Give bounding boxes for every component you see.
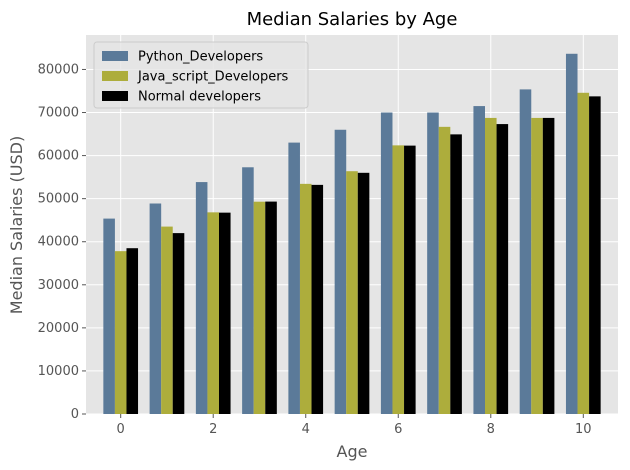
bar bbox=[242, 167, 254, 414]
bar bbox=[311, 184, 324, 414]
bar bbox=[149, 203, 162, 414]
bar bbox=[392, 145, 405, 414]
y-tick-label: 70000 bbox=[38, 106, 79, 121]
y-tick-label: 20000 bbox=[38, 321, 79, 336]
bar bbox=[427, 112, 439, 414]
bar bbox=[589, 96, 601, 414]
legend-swatch bbox=[102, 51, 128, 61]
y-axis-label: Median Salaries (USD) bbox=[7, 136, 26, 314]
bar bbox=[346, 171, 358, 414]
bar bbox=[219, 212, 231, 414]
x-tick-label: 6 bbox=[394, 422, 402, 437]
bar bbox=[103, 218, 115, 414]
bar bbox=[172, 233, 185, 414]
bar bbox=[253, 201, 266, 414]
y-tick-label: 0 bbox=[71, 407, 79, 422]
legend: Python_Developers Java_script_Developers N… bbox=[93, 41, 309, 109]
bar bbox=[288, 142, 300, 414]
legend-swatch bbox=[102, 71, 128, 81]
x-tick-label: 8 bbox=[487, 422, 495, 437]
bar bbox=[126, 248, 139, 414]
x-axis-label: Age bbox=[337, 442, 368, 461]
legend-entry: Normal developers bbox=[138, 90, 261, 105]
bar bbox=[542, 117, 555, 415]
y-axis-ticks: 0 10000 20000 30000 40000 50000 60000 70000 8000… bbox=[38, 62, 86, 422]
bar bbox=[161, 226, 173, 414]
bar bbox=[207, 212, 219, 414]
bar bbox=[450, 134, 462, 414]
bar bbox=[357, 172, 370, 414]
legend-box bbox=[93, 41, 309, 109]
bar bbox=[114, 251, 127, 414]
bar bbox=[565, 53, 578, 414]
bar bbox=[485, 117, 497, 414]
x-tick-label: 10 bbox=[575, 422, 592, 437]
chart-title: Median Salaries by Age bbox=[247, 9, 458, 30]
x-tick-label: 4 bbox=[302, 422, 310, 437]
bar bbox=[265, 201, 277, 414]
legend-swatch bbox=[102, 91, 128, 101]
legend-entry: Java_script_Developers bbox=[137, 70, 289, 85]
bar bbox=[438, 126, 451, 415]
y-tick-label: 60000 bbox=[38, 149, 79, 164]
y-tick-label: 10000 bbox=[38, 364, 79, 379]
y-tick-label: 50000 bbox=[38, 192, 79, 207]
bar bbox=[577, 92, 590, 414]
bar bbox=[299, 183, 312, 414]
bars bbox=[103, 53, 601, 415]
bar bbox=[380, 112, 393, 415]
y-tick-label: 40000 bbox=[38, 235, 79, 250]
bar bbox=[531, 117, 543, 415]
x-tick-label: 0 bbox=[117, 422, 125, 437]
legend-entry: Python_Developers bbox=[138, 50, 263, 65]
x-tick-label: 2 bbox=[209, 422, 217, 437]
bar bbox=[404, 145, 416, 414]
bar bbox=[473, 106, 485, 415]
bar bbox=[195, 182, 208, 414]
bar bbox=[519, 89, 532, 414]
bar bbox=[334, 129, 347, 415]
bar bbox=[496, 124, 509, 415]
y-tick-label: 30000 bbox=[38, 278, 79, 293]
y-tick-label: 80000 bbox=[38, 62, 79, 77]
x-axis-ticks: 0 2 4 6 8 10 bbox=[117, 414, 592, 437]
